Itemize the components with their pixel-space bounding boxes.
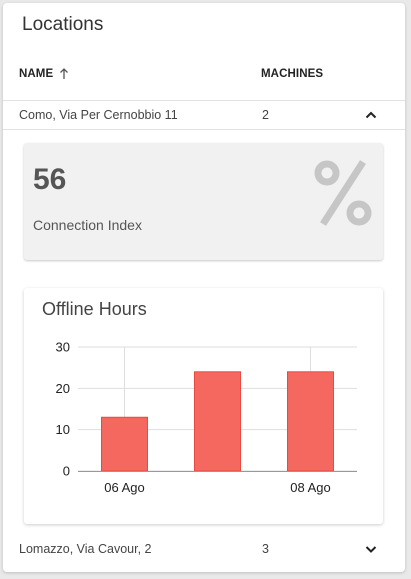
chevron-down-icon[interactable] <box>364 542 378 556</box>
connection-index-label: Connection Index <box>33 217 142 233</box>
y-tick-label: 0 <box>63 464 70 479</box>
chevron-up-icon[interactable] <box>364 108 378 122</box>
sort-ascending-icon <box>60 68 69 79</box>
table-row[interactable]: Como, Via Per Cernobbio 11 2 <box>3 102 405 130</box>
chart-title: Offline Hours <box>42 299 147 319</box>
bar <box>287 371 334 472</box>
table-row[interactable]: Lomazzo, Via Cavour, 2 3 <box>3 536 405 564</box>
connection-index-value: 56 <box>33 163 67 196</box>
header-divider <box>3 100 405 101</box>
locations-panel: Locations NAME MACHINES Como, Via Per Ce… <box>3 3 405 572</box>
x-tick-label: 06 Ago <box>104 480 145 495</box>
machines-count: 2 <box>262 108 269 122</box>
offline-hours-chart: 0 10 20 30 06 Ago 08 Ago <box>56 340 357 495</box>
column-header-name[interactable]: NAME <box>19 68 69 80</box>
row-divider <box>3 129 405 130</box>
machines-count: 3 <box>262 542 269 556</box>
panel-title: Locations <box>22 14 104 35</box>
y-tick-label: 20 <box>56 381 70 396</box>
location-name: Lomazzo, Via Cavour, 2 <box>19 542 152 556</box>
offline-hours-card: Offline Hours 0 10 20 30 06 Ago 08 Ago <box>24 288 383 524</box>
x-tick-label: 08 Ago <box>290 480 331 495</box>
location-name: Como, Via Per Cernobbio 11 <box>19 108 178 122</box>
column-header-name-label: NAME <box>19 68 54 80</box>
percent-icon <box>314 160 372 226</box>
connection-index-card: 56 Connection Index <box>24 143 383 260</box>
bar <box>101 416 148 472</box>
bar <box>194 371 241 472</box>
column-header-machines[interactable]: MACHINES <box>261 68 324 80</box>
y-tick-label: 30 <box>56 340 70 355</box>
y-tick-label: 10 <box>56 422 70 437</box>
